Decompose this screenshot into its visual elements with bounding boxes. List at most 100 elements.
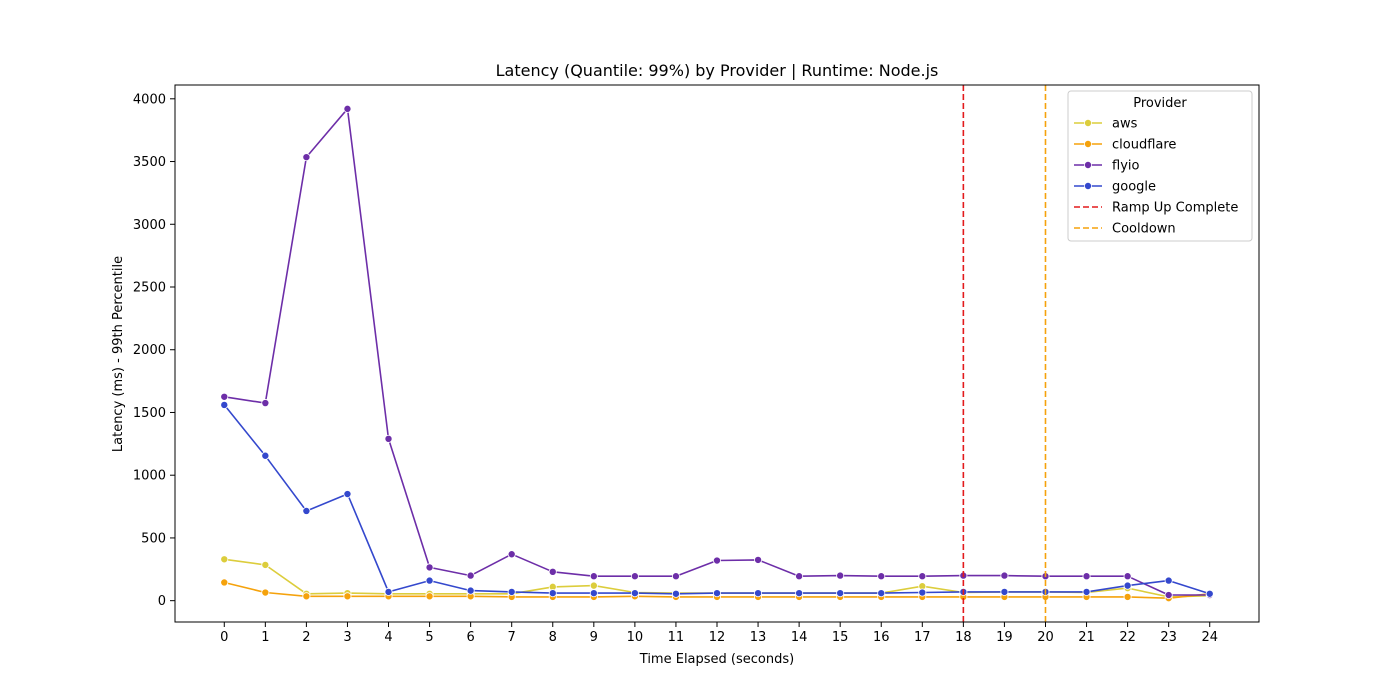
data-point-flyio	[1000, 571, 1009, 580]
y-tick-label: 2500	[133, 281, 166, 296]
legend-label-ramp-up-complete: Ramp Up Complete	[1112, 201, 1238, 216]
data-point-cloudflare	[425, 592, 434, 601]
y-tick-label: 1500	[133, 406, 166, 421]
data-point-google	[754, 589, 763, 598]
data-point-google	[1164, 576, 1173, 585]
data-point-flyio	[795, 572, 804, 581]
x-tick-label: 5	[425, 630, 433, 645]
chart-title: Latency (Quantile: 99%) by Provider | Ru…	[496, 61, 939, 80]
data-point-google	[425, 576, 434, 585]
series-line-google	[223, 404, 1210, 595]
legend-label-cloudflare: cloudflare	[1112, 138, 1176, 153]
data-point-google	[302, 506, 311, 515]
data-point-google	[343, 490, 352, 499]
data-point-google	[795, 589, 804, 598]
data-point-aws	[220, 555, 229, 564]
x-tick-label: 22	[1119, 630, 1136, 645]
y-tick-label: 2000	[133, 343, 166, 358]
x-tick-label: 1	[261, 630, 269, 645]
data-point-flyio	[220, 392, 229, 401]
data-point-cloudflare	[343, 592, 352, 601]
x-tick-label: 18	[955, 630, 972, 645]
legend-box	[1067, 90, 1253, 242]
data-point-google	[589, 589, 598, 598]
y-tick-label: 1000	[133, 469, 166, 484]
x-tick-label: 15	[832, 630, 849, 645]
x-tick-label: 17	[914, 630, 931, 645]
data-point-flyio	[877, 572, 886, 581]
legend-label-flyio: flyio	[1112, 159, 1139, 174]
x-tick-label: 13	[750, 630, 767, 645]
legend-marker-aws	[1084, 119, 1093, 128]
data-point-flyio	[384, 434, 393, 443]
data-point-google	[384, 587, 393, 596]
series-line-flyio	[224, 108, 1210, 596]
plot-frame	[174, 84, 1260, 623]
data-point-cloudflare	[261, 588, 270, 597]
x-tick-label: 23	[1160, 630, 1177, 645]
x-tick-label: 11	[668, 630, 685, 645]
data-point-google	[1123, 581, 1132, 590]
x-tick-label: 4	[384, 630, 392, 645]
data-point-google	[1082, 587, 1091, 596]
y-tick-label: 3500	[133, 155, 166, 170]
legend-label-cooldown: Cooldown	[1112, 222, 1176, 237]
data-point-google	[507, 587, 516, 596]
data-point-flyio	[754, 555, 763, 564]
legend-marker-flyio	[1084, 160, 1093, 169]
data-point-flyio	[466, 571, 475, 580]
data-point-google	[877, 589, 886, 598]
plot-area: 0 1 2 3 4 5 6 7 8 9 10 11 12 13 14 15 16 17 18 19 20 21 22 23 24…	[133, 85, 1218, 645]
x-tick-label: 6	[466, 630, 474, 645]
y-tick-label: 500	[141, 531, 166, 546]
data-point-google	[630, 589, 639, 598]
data-point-flyio	[589, 572, 598, 581]
data-point-flyio	[918, 572, 927, 581]
x-tick-label: 21	[1078, 630, 1095, 645]
data-point-flyio	[1123, 572, 1132, 581]
data-point-flyio	[836, 571, 845, 580]
y-tick-label: 0	[158, 594, 166, 609]
x-tick-label: 0	[220, 630, 228, 645]
data-point-google	[548, 589, 557, 598]
y-tick-label: 4000	[133, 92, 166, 107]
data-point-flyio	[261, 399, 270, 408]
data-point-google	[671, 589, 680, 598]
y-axis-title: Latency (ms) - 99th Percentile	[111, 256, 126, 452]
data-point-google	[466, 586, 475, 595]
data-point-aws	[589, 581, 598, 590]
x-tick-label: 16	[873, 630, 890, 645]
x-tick-label: 14	[791, 630, 808, 645]
legend-marker-cloudflare	[1084, 139, 1093, 148]
data-point-google	[261, 451, 270, 460]
data-point-flyio	[1164, 591, 1173, 600]
x-tick-label: 3	[343, 630, 351, 645]
x-tick-label: 8	[549, 630, 557, 645]
legend-label-google: google	[1112, 180, 1156, 195]
legend-marker-google	[1084, 181, 1093, 190]
data-point-flyio	[671, 572, 680, 581]
data-point-google	[713, 589, 722, 598]
data-point-cloudflare	[302, 592, 311, 601]
x-tick-label: 2	[302, 630, 310, 645]
y-tick-label: 3000	[133, 218, 166, 233]
data-point-flyio	[425, 563, 434, 572]
data-point-cloudflare	[1123, 592, 1132, 601]
data-point-flyio	[1082, 572, 1091, 581]
legend-label-aws: aws	[1112, 117, 1138, 132]
data-point-google	[220, 400, 229, 409]
data-point-flyio	[548, 567, 557, 576]
x-tick-label: 12	[709, 630, 726, 645]
data-point-flyio	[507, 550, 516, 559]
x-tick-label: 19	[996, 630, 1013, 645]
x-tick-label: 24	[1201, 630, 1218, 645]
data-point-aws	[261, 560, 270, 569]
data-point-flyio	[302, 153, 311, 162]
x-tick-label: 9	[590, 630, 598, 645]
legend-title: Provider	[1133, 96, 1187, 111]
x-tick-label: 20	[1037, 630, 1054, 645]
x-axis-title: Time Elapsed (seconds)	[639, 652, 794, 667]
x-tick-label: 10	[627, 630, 644, 645]
data-point-cloudflare	[220, 578, 229, 587]
